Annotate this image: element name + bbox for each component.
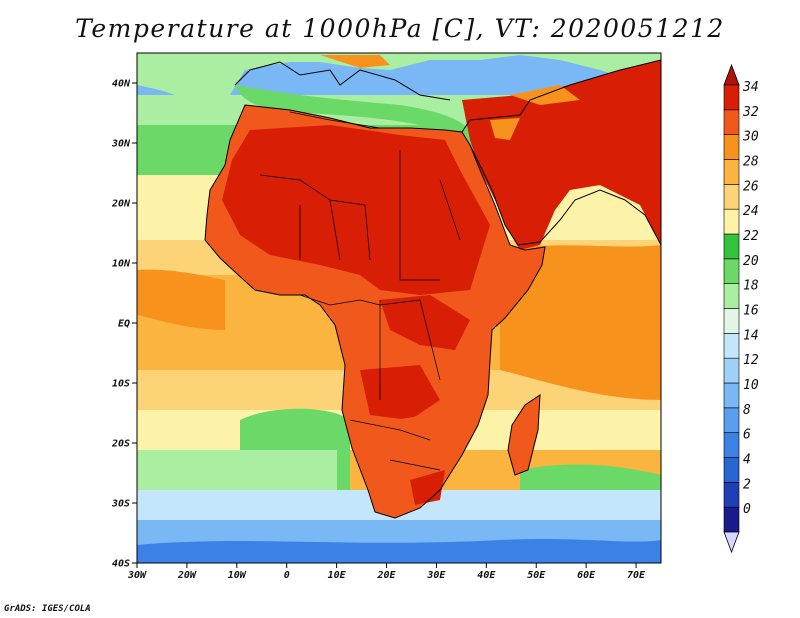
colorbar-swatch bbox=[723, 134, 740, 160]
colorbar-swatch bbox=[723, 357, 740, 384]
lon-tick-label: 30W bbox=[127, 570, 147, 581]
colorbar-label: 12 bbox=[743, 353, 759, 368]
colorbar-swatch bbox=[723, 333, 740, 359]
colorbar-label: 32 bbox=[742, 105, 759, 120]
coastlines bbox=[204, 59, 661, 519]
colorbar-label: 2 bbox=[743, 477, 751, 492]
middle-east-coast bbox=[461, 59, 661, 133]
anatolia-warm bbox=[510, 85, 580, 105]
colorbar-swatch bbox=[723, 208, 740, 235]
lon-tick-label: 10W bbox=[228, 570, 247, 581]
colorbar-swatch bbox=[723, 109, 740, 135]
madagascar-field bbox=[508, 395, 540, 475]
colorbar-over-arrow bbox=[723, 63, 740, 86]
map-title: Temperature at 1000hPa [C], VT: 20200512… bbox=[75, 14, 725, 43]
lon-tick-label: 40E bbox=[477, 570, 496, 581]
lon-tick-label: 20E bbox=[376, 570, 396, 581]
balkans-warm bbox=[320, 55, 390, 68]
country-borders bbox=[259, 111, 461, 471]
latitude-axis: 40N 30N 20N 10N EQ 10S 20S 30S 40S bbox=[111, 79, 137, 570]
arabia-hot bbox=[462, 60, 661, 250]
colorbar-swatch bbox=[723, 233, 740, 260]
colorbar-label: 0 bbox=[743, 502, 751, 517]
lat-tick-label: 30N bbox=[111, 139, 131, 150]
map-frame bbox=[136, 52, 662, 564]
colorbar-swatch bbox=[723, 184, 740, 210]
lat-tick-label: 10N bbox=[112, 259, 131, 270]
colorbar-swatch bbox=[723, 482, 740, 508]
levant-warm bbox=[490, 118, 520, 140]
lat-tick-label: 20S bbox=[111, 439, 130, 450]
colorbar-label: 26 bbox=[743, 179, 759, 194]
europe-coast bbox=[234, 61, 451, 101]
colorbar-label: 10 bbox=[743, 378, 759, 393]
colorbar-label: 22 bbox=[743, 229, 759, 244]
lon-tick-label: 30E bbox=[426, 570, 446, 581]
colorbar-swatch bbox=[723, 283, 740, 309]
europe-field bbox=[137, 53, 661, 110]
colorbar-label: 18 bbox=[743, 279, 759, 294]
lon-tick-label: 60E bbox=[577, 570, 596, 581]
colorbar-swatch bbox=[723, 84, 740, 111]
colorbar-swatch bbox=[723, 457, 740, 483]
grads-credit: GrADS: IGES/COLA bbox=[4, 604, 91, 614]
sahara-hot-core bbox=[222, 125, 490, 295]
colorbar-swatch bbox=[723, 407, 740, 433]
southeast-africa-field bbox=[395, 410, 460, 480]
colorbar-label: 20 bbox=[743, 254, 759, 269]
lat-tick-label: 10S bbox=[112, 379, 130, 390]
lon-tick-label: 0 bbox=[284, 570, 290, 581]
colorbar-swatch bbox=[723, 159, 740, 185]
mediterranean-field bbox=[235, 85, 470, 130]
colorbar-label: 14 bbox=[743, 328, 759, 343]
lat-tick-label: 40S bbox=[112, 559, 130, 570]
africa-coast bbox=[204, 104, 546, 519]
lon-tick-label: 70E bbox=[627, 570, 646, 581]
colorbar-label: 34 bbox=[742, 80, 759, 95]
madagascar-coast bbox=[507, 394, 541, 476]
lat-tick-label: 40N bbox=[112, 79, 131, 90]
lat-tick-label: 30S bbox=[111, 499, 130, 510]
colorbar-label: 28 bbox=[743, 155, 759, 170]
lesotho-hot bbox=[410, 470, 445, 505]
lon-tick-label: 50E bbox=[527, 570, 546, 581]
gulf-guinea-warm bbox=[137, 269, 225, 330]
colorbar-under-arrow bbox=[723, 531, 740, 554]
colorbar-swatch bbox=[723, 258, 740, 284]
colorbar-label: 6 bbox=[743, 428, 751, 443]
colorbar-swatch bbox=[723, 506, 740, 533]
colorbar-label: 30 bbox=[742, 130, 759, 145]
lon-tick-label: 20W bbox=[177, 570, 197, 581]
lat-tick-label: EQ bbox=[118, 319, 130, 330]
colorbar-label: 24 bbox=[743, 204, 759, 219]
colorbar-swatch bbox=[723, 432, 740, 458]
southern-coldest-band bbox=[137, 538, 661, 563]
colorbar-label: 16 bbox=[743, 304, 759, 319]
colorbar-label: 8 bbox=[743, 403, 751, 418]
temperature-field bbox=[137, 53, 661, 563]
lon-tick-label: 10E bbox=[328, 570, 347, 581]
colorbar-label: 4 bbox=[743, 453, 751, 468]
colorbar-swatch bbox=[723, 382, 740, 409]
central-africa-hot bbox=[380, 295, 470, 350]
arabian-sea-warm bbox=[500, 245, 661, 400]
lat-tick-label: 20N bbox=[111, 199, 131, 210]
colorbar-swatch bbox=[723, 308, 740, 334]
south-atlantic-cool-band bbox=[137, 450, 337, 490]
longitude-axis: 30W 20W 10W 0 10E 20E 30E 40E 50E 60E 70E bbox=[127, 563, 646, 581]
arabia-coast bbox=[469, 144, 661, 246]
